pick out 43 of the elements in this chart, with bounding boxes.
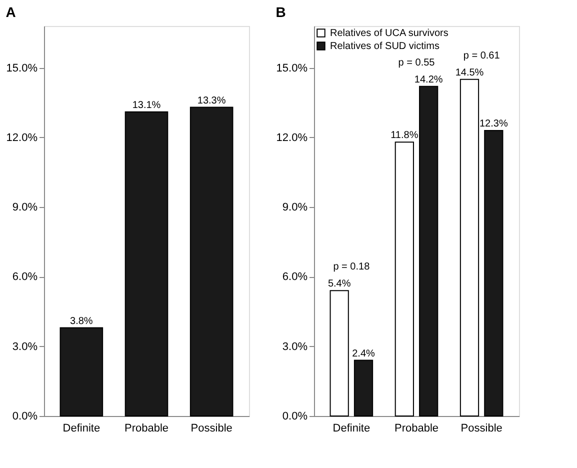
data-label: 13.1%	[132, 100, 161, 111]
y-tick-label: 12.0%	[276, 132, 308, 144]
x-tick-label: Probable	[394, 422, 439, 434]
x-tick-label: Definite	[332, 422, 370, 434]
bar	[419, 86, 438, 416]
bar	[354, 360, 374, 416]
legend-label: Relatives of SUD victims	[330, 41, 440, 52]
data-label: 14.2%	[414, 74, 443, 86]
annotation: p = 0.55	[398, 57, 436, 68]
data-label: 5.4%	[328, 278, 351, 290]
data-label: 13.3%	[197, 95, 226, 106]
data-label: 11.8%	[390, 130, 418, 142]
x-tick-label: Probable	[124, 422, 169, 434]
data-label: 14.5%	[455, 67, 484, 78]
y-tick-label: 6.0%	[12, 271, 38, 284]
y-tick-label: 0.0%	[282, 410, 308, 422]
x-tick-label: Definite	[62, 422, 100, 434]
data-label: 3.8%	[70, 316, 93, 327]
y-tick-label: 9.0%	[282, 202, 308, 214]
y-tick-label: 0.0%	[12, 410, 38, 422]
annotation: p = 0.18	[333, 262, 370, 273]
x-tick-label: Possible	[190, 422, 232, 434]
y-tick-label: 9.0%	[12, 202, 38, 214]
y-tick-label: 3.0%	[12, 340, 38, 353]
bar	[460, 78, 480, 416]
data-label: 2.4%	[352, 348, 376, 360]
bar	[394, 142, 414, 416]
bar	[60, 327, 104, 416]
chart-title: B	[276, 4, 286, 20]
bar	[484, 130, 504, 416]
data-label: 12.3%	[479, 118, 508, 130]
annotation: p = 0.61	[463, 50, 500, 62]
x-tick-label: Possible	[460, 422, 502, 434]
y-tick-label: 15.0%	[276, 62, 308, 74]
bar	[124, 111, 168, 416]
y-tick-label: 12.0%	[6, 132, 38, 144]
y-tick-label: 6.0%	[282, 271, 308, 284]
y-tick-label: 3.0%	[282, 340, 308, 353]
bar	[190, 106, 234, 416]
y-tick-label: 15.0%	[6, 62, 38, 74]
chart-title: A	[6, 4, 16, 20]
legend-label: Relatives of UCA survivors	[330, 28, 448, 39]
bar	[330, 290, 349, 416]
